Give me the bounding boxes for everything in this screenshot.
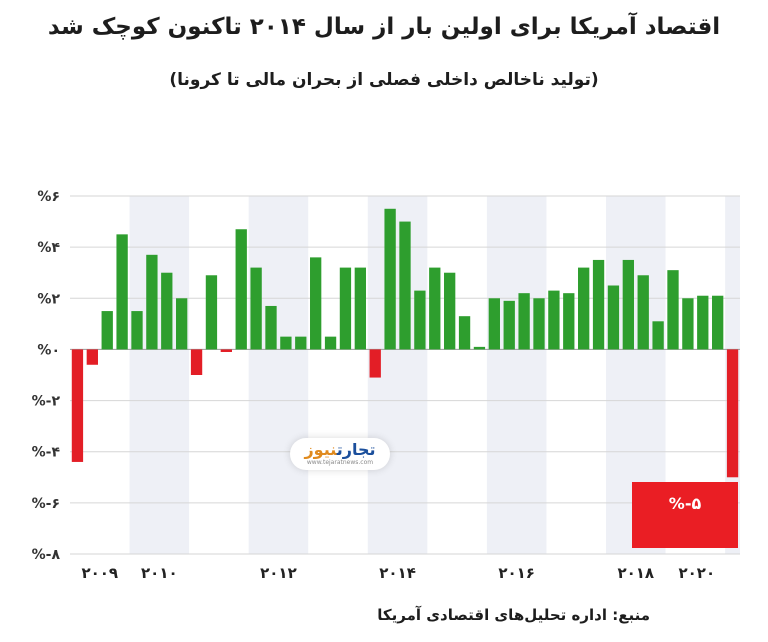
bar: [71, 349, 84, 462]
chart-subtitle: (تولید ناخالص داخلی فصلی از بحران مالی ت…: [169, 70, 599, 90]
x-tick-label: ۲۰۱۸: [617, 564, 654, 582]
bar: [488, 298, 500, 350]
bar: [429, 267, 441, 350]
y-tick-label: %-۲: [32, 394, 61, 410]
bar: [250, 267, 262, 350]
bar: [458, 316, 471, 350]
bar: [607, 285, 620, 350]
bar: [578, 267, 590, 350]
bar: [369, 349, 381, 378]
bar: [161, 272, 173, 350]
x-tick-label: ۲۰۱۰: [141, 564, 178, 582]
bar: [116, 234, 128, 350]
bar: [473, 346, 486, 350]
bar: [533, 298, 545, 350]
year-band: [486, 196, 547, 554]
y-tick-label: %۶: [37, 189, 60, 205]
x-tick-label: ۲۰۱۶: [498, 564, 535, 582]
bar: [354, 267, 366, 350]
y-tick-label: %-۴: [32, 445, 61, 461]
source-note: منبع: اداره تحلیل‌های اقتصادی آمریکا: [377, 606, 650, 624]
chart-title: اقتصاد آمریکا برای اولین بار از سال ۲۰۱۴…: [47, 14, 721, 40]
bar: [518, 293, 530, 350]
bar: [414, 290, 426, 350]
bar: [399, 221, 411, 350]
y-tick-label: %۴: [37, 240, 60, 256]
x-tick-label: ۲۰۲۰: [679, 564, 716, 582]
bar: [86, 349, 98, 365]
y-tick-label: %۲: [37, 291, 60, 307]
year-band: [248, 196, 309, 554]
bar: [101, 311, 113, 350]
bar: [235, 229, 247, 350]
bar: [384, 208, 396, 350]
bar: [444, 272, 456, 350]
bar: [295, 336, 307, 350]
bar: [667, 270, 679, 350]
bar: [220, 349, 232, 352]
bar: [131, 311, 143, 350]
watermark-url: www.tejaratnews.com: [306, 459, 374, 466]
bar: [592, 259, 605, 350]
bar: [324, 336, 337, 350]
bar: [652, 321, 664, 350]
watermark-text-a: تجارت: [336, 440, 376, 459]
annotation-label: %-۵: [668, 494, 702, 513]
bar: [310, 257, 322, 350]
bar: [712, 295, 724, 350]
watermark-logo: تجارتنیوز www.tejaratnews.com: [290, 438, 390, 470]
bar: [726, 349, 739, 478]
bar: [563, 293, 575, 350]
x-tick-label: ۲۰۰۹: [81, 564, 118, 582]
bar: [503, 300, 515, 350]
annotation-box: %-۵: [632, 482, 738, 548]
x-tick-label: ۲۰۱۲: [260, 564, 297, 582]
bar: [622, 259, 634, 350]
bar: [190, 349, 203, 375]
y-tick-label: %-۸: [32, 547, 61, 563]
bar: [637, 275, 649, 350]
bar: [548, 290, 560, 350]
bar: [339, 267, 352, 350]
bar: [176, 298, 188, 350]
bar: [146, 254, 158, 350]
watermark-text-b: نیوز: [304, 440, 337, 459]
bar: [697, 295, 709, 350]
bar: [280, 336, 292, 350]
bar: [205, 275, 218, 350]
bar: [682, 298, 694, 350]
bar: [265, 305, 277, 350]
x-tick-label: ۲۰۱۴: [379, 564, 416, 582]
year-band: [129, 196, 190, 554]
y-tick-label: %۰: [37, 342, 60, 358]
y-tick-label: %-۶: [32, 496, 60, 512]
